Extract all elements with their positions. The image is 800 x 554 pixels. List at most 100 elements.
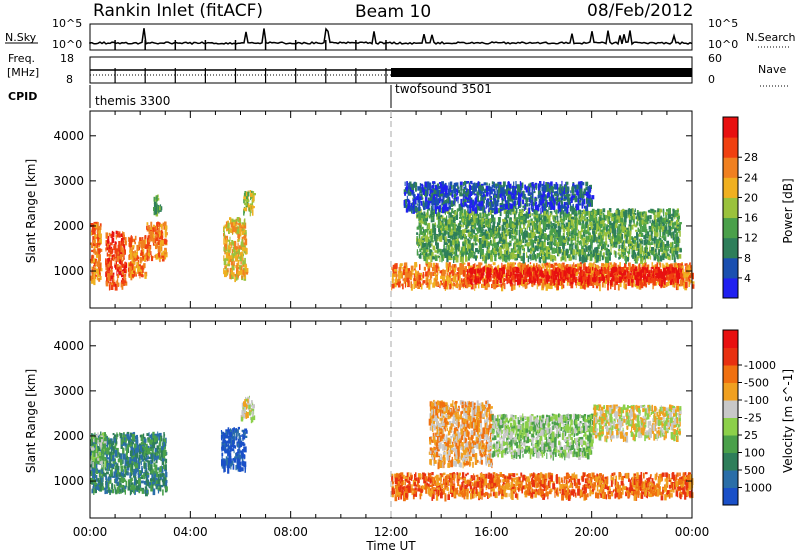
data-cell xyxy=(675,230,678,236)
data-cell xyxy=(638,216,641,221)
data-cell xyxy=(648,271,651,277)
data-cell xyxy=(672,272,674,279)
data-cell xyxy=(531,244,534,248)
data-cell xyxy=(492,225,495,232)
data-cell xyxy=(243,199,245,204)
data-cell xyxy=(655,281,658,286)
data-cell xyxy=(628,273,632,279)
data-cell xyxy=(493,250,496,256)
data-cell xyxy=(597,277,599,280)
data-cell xyxy=(577,283,580,286)
data-cell xyxy=(582,248,586,255)
data-cell xyxy=(461,278,463,283)
data-cell xyxy=(575,276,578,281)
data-cell xyxy=(650,255,652,260)
data-cell xyxy=(658,223,660,230)
data-cell xyxy=(105,265,107,271)
data-cell xyxy=(523,248,525,252)
data-cell xyxy=(533,209,536,216)
data-cell xyxy=(463,218,466,226)
data-cell xyxy=(653,209,655,215)
data-cell xyxy=(112,232,115,236)
data-cell xyxy=(451,270,453,273)
data-cell xyxy=(515,266,519,274)
data-cell xyxy=(634,266,638,272)
data-cell xyxy=(608,208,612,213)
data-cell xyxy=(423,211,426,216)
data-cell xyxy=(422,229,424,233)
data-cell xyxy=(224,270,227,278)
data-cell xyxy=(504,217,507,220)
data-cell xyxy=(577,252,580,257)
data-cell xyxy=(150,221,153,229)
data-cell xyxy=(435,281,438,287)
data-cell xyxy=(242,236,244,239)
data-cell xyxy=(543,229,545,236)
data-cell xyxy=(437,212,441,217)
data-cell xyxy=(419,264,421,270)
data-cell xyxy=(521,210,523,215)
data-cell xyxy=(428,254,430,260)
data-cell xyxy=(550,254,553,262)
data-cell xyxy=(490,250,493,256)
data-cell xyxy=(583,263,585,271)
data-cell xyxy=(477,268,480,273)
data-cell xyxy=(634,257,638,264)
data-cell xyxy=(424,243,427,247)
data-cell xyxy=(632,238,634,243)
data-cell xyxy=(604,241,608,246)
data-cell xyxy=(99,230,101,235)
data-cell xyxy=(676,208,679,212)
data-cell xyxy=(584,224,586,228)
data-cell xyxy=(432,267,435,272)
data-cell xyxy=(534,271,537,274)
data-cell xyxy=(443,239,446,244)
data-cell xyxy=(635,247,639,251)
data-cell xyxy=(240,266,243,271)
data-cell xyxy=(468,243,471,249)
data-cell xyxy=(225,264,228,267)
data-cell xyxy=(430,279,432,285)
data-cell xyxy=(96,250,99,255)
data-cell xyxy=(537,239,539,242)
data-cell xyxy=(624,263,627,268)
data-cell xyxy=(512,269,515,275)
data-cell xyxy=(587,239,589,245)
data-cell xyxy=(229,274,232,280)
data-cell xyxy=(559,268,563,273)
data-cell xyxy=(517,244,519,251)
data-cell xyxy=(530,221,534,226)
data-cell xyxy=(629,209,633,212)
data-cell xyxy=(596,275,599,281)
data-cell xyxy=(545,284,548,291)
data-cell xyxy=(534,275,536,279)
data-cell xyxy=(419,244,421,247)
data-cell xyxy=(393,269,395,277)
data-cell xyxy=(476,265,479,269)
data-cell xyxy=(649,247,651,254)
data-cell xyxy=(647,215,650,221)
data-cell xyxy=(655,277,658,281)
data-cell xyxy=(449,212,452,215)
data-cell xyxy=(641,245,644,253)
data-cell xyxy=(510,284,514,291)
data-cell xyxy=(677,254,679,260)
data-cell xyxy=(610,213,613,216)
data-cell xyxy=(639,238,641,242)
data-cell xyxy=(631,244,634,250)
data-cell xyxy=(582,216,585,220)
data-cell xyxy=(465,224,468,229)
data-cell xyxy=(659,269,662,273)
nsky-line xyxy=(89,27,693,46)
data-cell xyxy=(669,270,672,277)
data-cell xyxy=(449,266,452,271)
data-cell xyxy=(391,283,395,289)
data-cell xyxy=(535,208,539,213)
data-cell xyxy=(570,240,573,244)
data-cell xyxy=(687,275,690,281)
data-cell xyxy=(682,269,684,274)
data-cell xyxy=(238,256,241,259)
data-cell xyxy=(614,274,616,281)
data-cell xyxy=(443,269,446,275)
data-cell xyxy=(575,250,577,256)
